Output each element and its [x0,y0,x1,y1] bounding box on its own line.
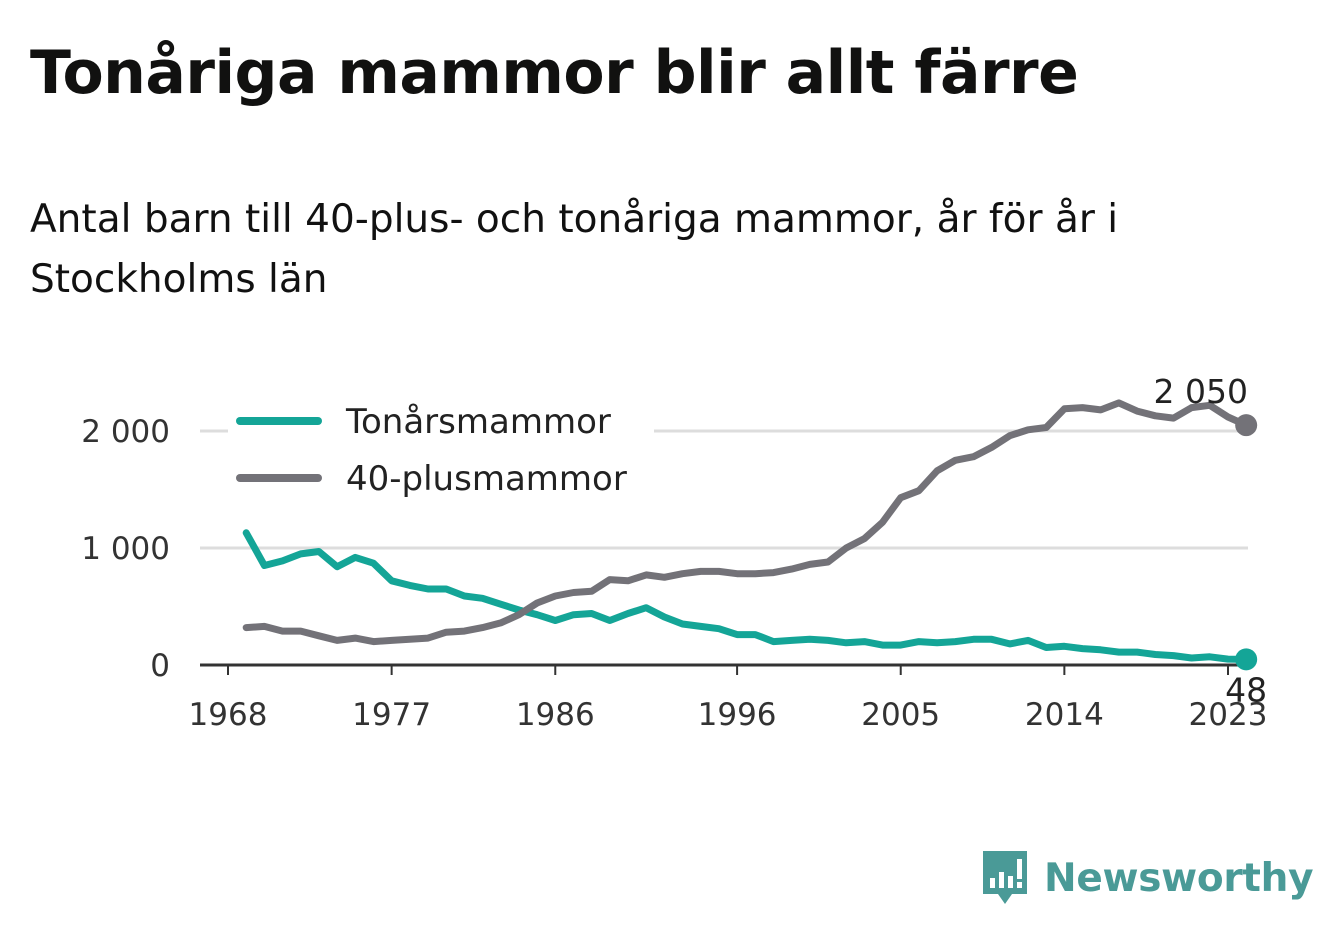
x-tick-label: 1977 [352,697,431,733]
series-end-marker-1 [1235,648,1258,671]
brand-name: Newsworthy [1044,855,1314,901]
y-tick-label: 2 000 [81,414,170,450]
x-tick-label: 2014 [1025,697,1104,733]
newsworthy-logo-icon [983,851,1027,904]
legend-label: Tonårsmammor [345,402,611,442]
x-tick-label: 1996 [698,697,777,733]
brand-logo: Newsworthy [980,848,1314,908]
x-tick-label: 2023 [1189,697,1268,733]
end-label-tonar: 48 [1225,670,1267,709]
y-axis-ticks: 0 1 000 2 000 [81,414,170,684]
series-line-2 [242,399,1250,646]
x-tick-label: 1986 [516,697,595,733]
series-line-1 [242,529,1250,663]
end-label-40-plus: 2 050 [1154,372,1248,411]
chart-title: Tonåriga mammor blir allt färre [30,38,1079,108]
x-axis-ticks: 1968 1977 1986 1996 2005 2014 2023 [189,663,1268,733]
series-end-marker-2 [1235,414,1258,437]
chart-subtitle: Antal barn till 40-plus- och tonåriga ma… [30,197,1119,302]
x-tick-label: 1968 [189,697,268,733]
legend-label: 40-plusmammor [346,459,627,499]
y-tick-label: 1 000 [81,531,170,567]
legend: Tonårsmammor 40-plusmammor [228,398,654,510]
y-tick-label: 0 [150,648,170,684]
legend-background [228,398,654,510]
end-labels: 2 050 48 [1154,372,1268,709]
x-tick-label: 2005 [861,697,940,733]
series-lines [242,399,1258,671]
